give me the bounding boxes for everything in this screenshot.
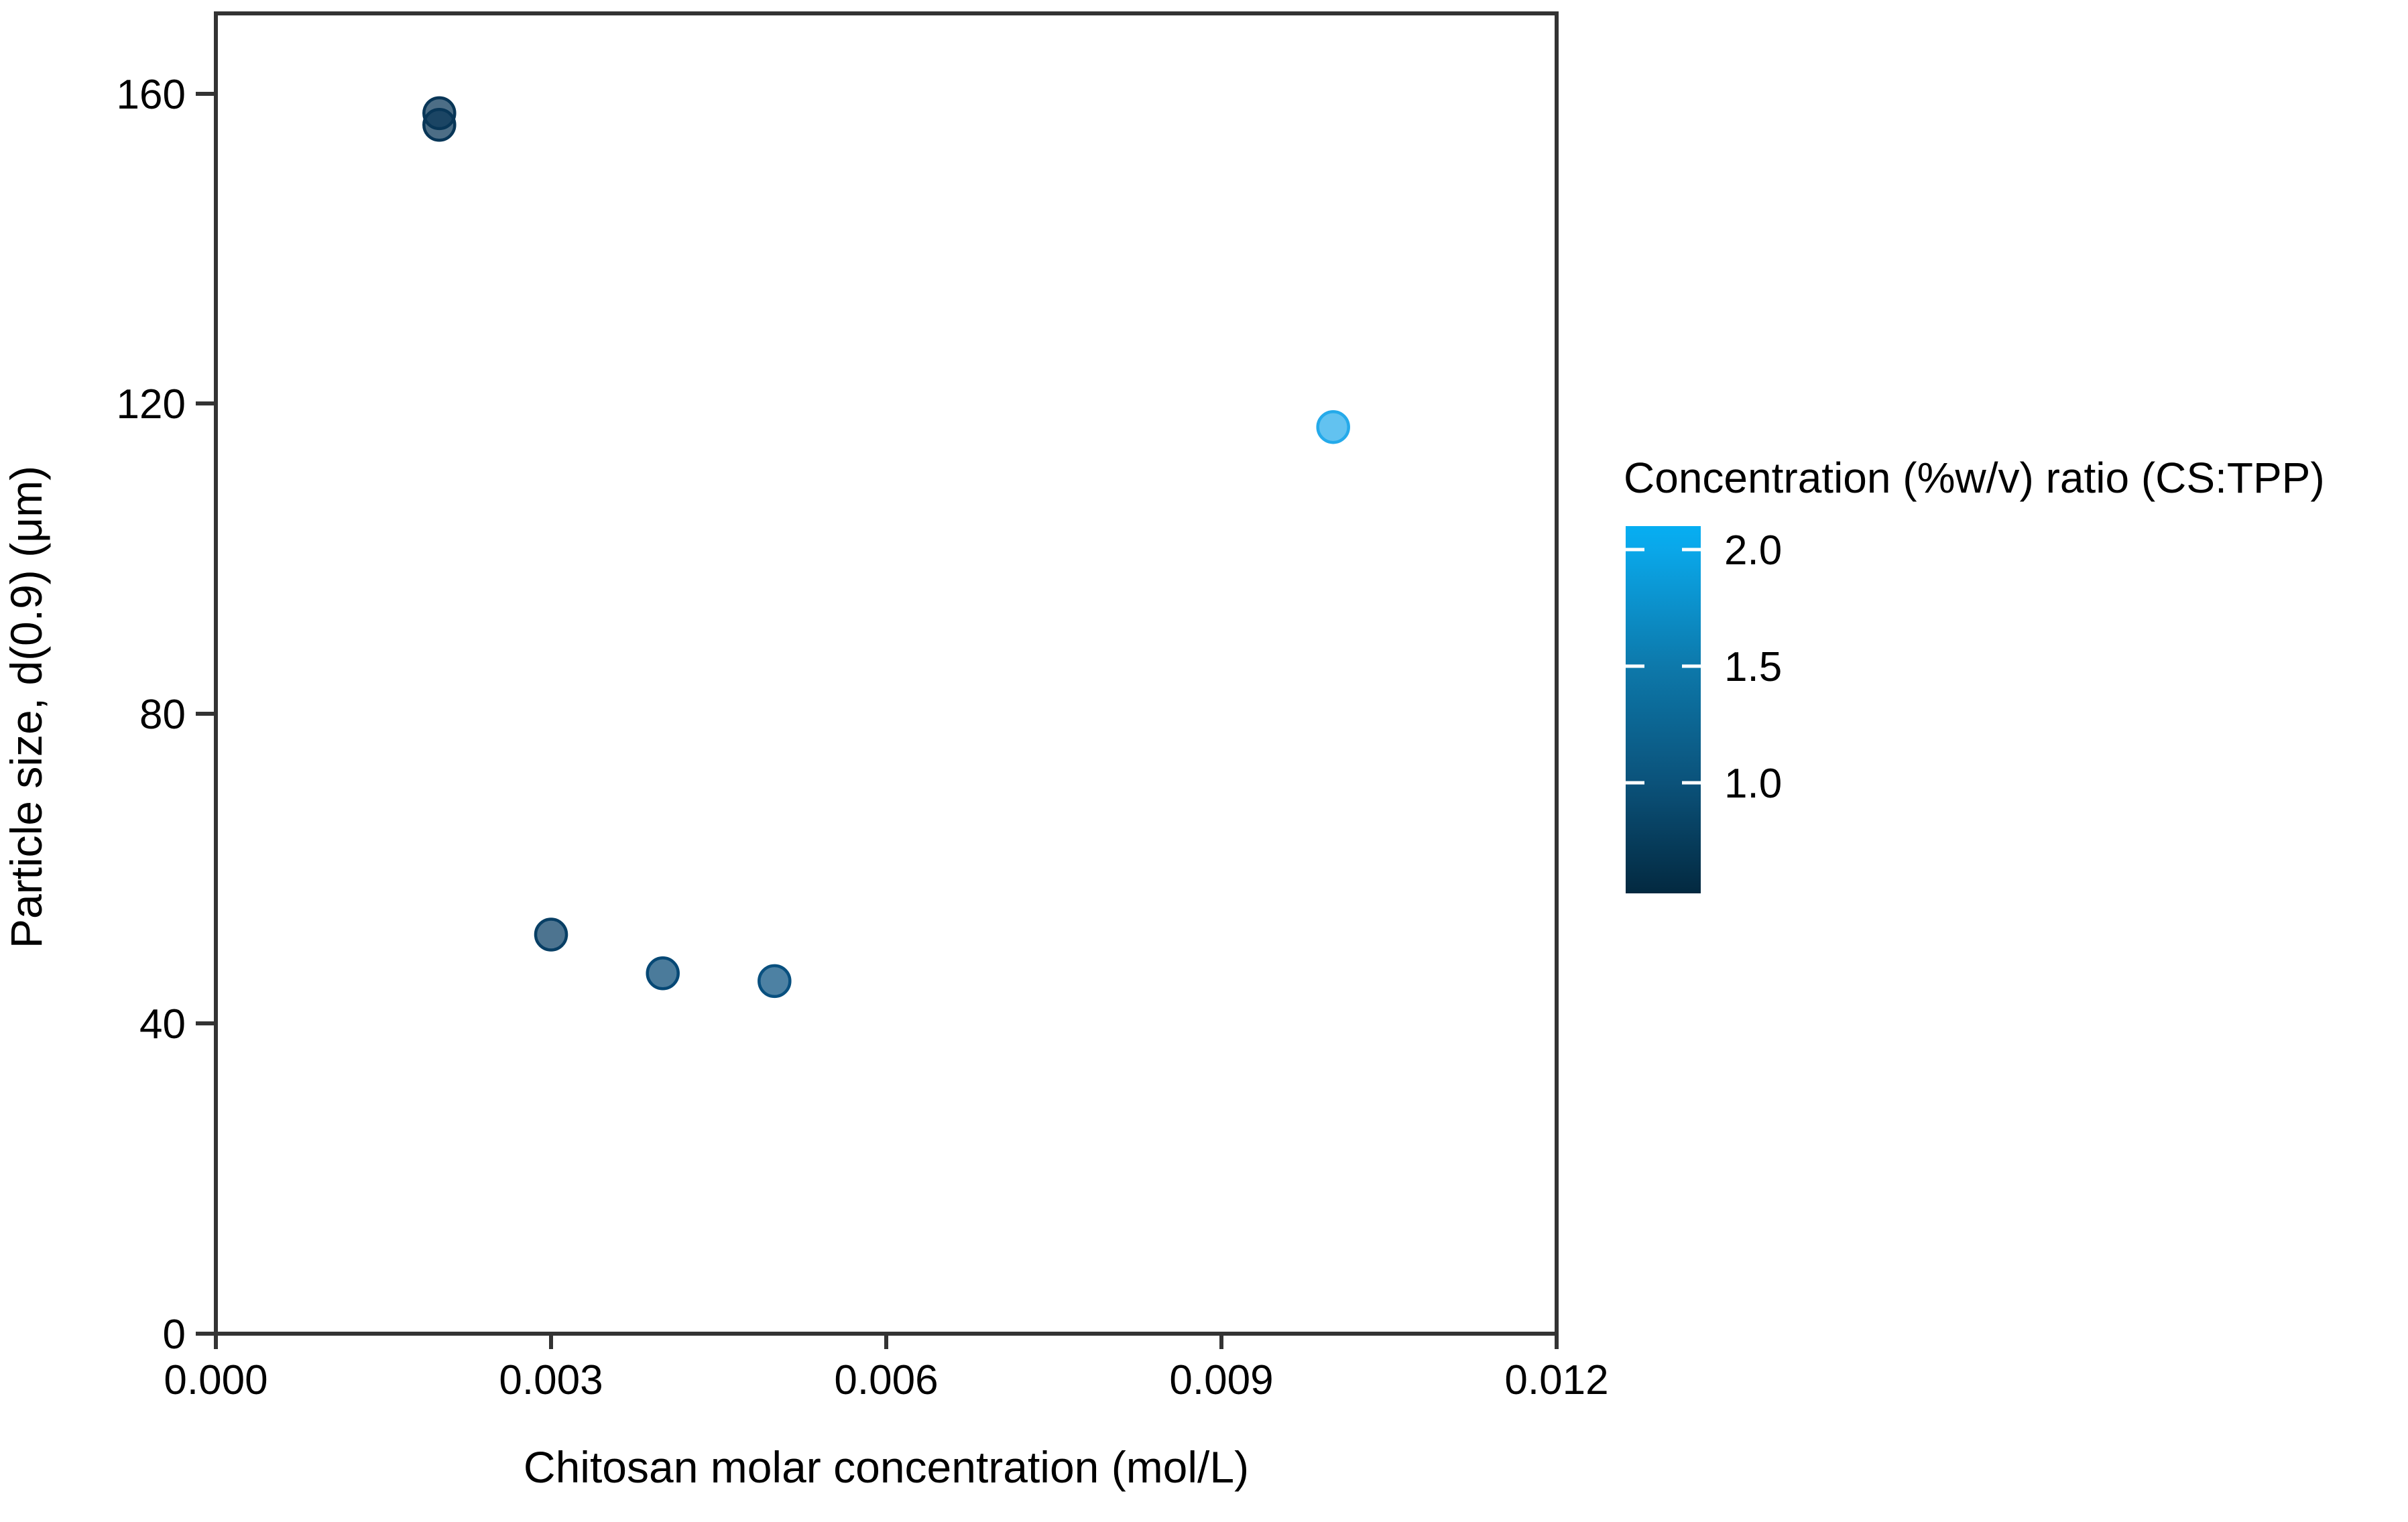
data-point <box>422 108 457 142</box>
data-point <box>646 956 680 991</box>
legend-tick-label: 2.0 <box>1724 527 1782 574</box>
y-axis-tick-labels: 160 120 80 40 0 <box>117 72 186 1358</box>
x-axis-tick-labels: 0.000 0.003 0.006 0.009 0.012 <box>164 1357 1608 1403</box>
data-point <box>534 917 568 952</box>
x-axis-tick-label: 0.006 <box>834 1357 938 1403</box>
x-axis-tick-label: 0.003 <box>499 1357 603 1403</box>
y-axis-tick-label: 40 <box>139 1001 186 1048</box>
x-axis-ticks <box>214 1334 1559 1349</box>
y-axis-tick-label: 0 <box>163 1312 186 1358</box>
x-axis-tick-label: 0.012 <box>1504 1357 1608 1403</box>
y-axis-tick-label: 120 <box>117 381 186 428</box>
colorbar-ticks <box>1626 548 1701 785</box>
y-axis-tick-label: 160 <box>117 72 186 118</box>
x-axis-tick-label: 0.009 <box>1169 1357 1273 1403</box>
y-axis-title: Particle size, d(0.9) (μm) <box>1 466 51 948</box>
x-axis-tick-label: 0.000 <box>164 1357 267 1403</box>
colorbar <box>1626 526 1701 893</box>
legend-tick-label: 1.0 <box>1724 761 1782 807</box>
y-axis-ticks <box>196 92 216 1336</box>
data-point <box>758 964 792 999</box>
y-axis-tick-label: 80 <box>139 692 186 738</box>
legend-title: Concentration (%w/v) ratio (CS:TPP) <box>1624 454 2325 502</box>
legend-tick-label: 1.5 <box>1724 644 1782 690</box>
data-points-layer <box>422 96 1350 999</box>
legend: Concentration (%w/v) ratio (CS:TPP) 2.0 … <box>1624 454 2325 893</box>
x-axis-title: Chitosan molar concentration (mol/L) <box>524 1442 1249 1492</box>
data-point <box>1316 409 1350 444</box>
plot-panel <box>214 11 1559 1336</box>
legend-tick-labels: 2.0 1.5 1.0 <box>1724 527 1782 807</box>
